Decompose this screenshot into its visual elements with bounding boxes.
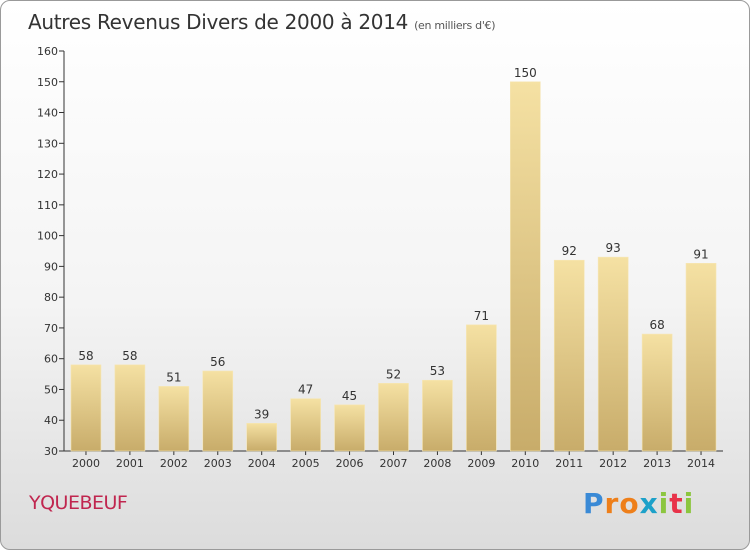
data-label: 51 — [166, 370, 181, 384]
x-tick-label: 2006 — [336, 457, 364, 470]
proxiti-logo: Proxiti — [583, 487, 694, 520]
bar — [246, 423, 277, 452]
x-tick-label: 2000 — [72, 457, 100, 470]
axes: 30 40 50 60 70 80 90 100 110 120 130 140 150 160 2000 2… — [37, 45, 723, 470]
x-tick-label: 2013 — [643, 457, 671, 470]
bar — [509, 81, 541, 452]
x-tick-label: 2011 — [555, 457, 583, 470]
y-tick-label: 70 — [44, 322, 58, 335]
data-label: 53 — [430, 364, 445, 378]
bar — [378, 383, 409, 452]
x-tick-label: 2010 — [511, 457, 539, 470]
y-tick-label: 160 — [37, 45, 58, 58]
y-tick-label: 30 — [44, 445, 58, 458]
bar — [334, 404, 365, 452]
y-tick-label: 100 — [37, 230, 58, 243]
x-tick-label: 2001 — [116, 457, 144, 470]
data-label: 91 — [693, 247, 708, 261]
x-tick-label: 2005 — [292, 457, 320, 470]
bar — [685, 263, 717, 452]
logo-letter: P — [583, 487, 605, 520]
bar — [158, 386, 190, 452]
logo-letter: r — [604, 487, 620, 520]
data-label: 58 — [78, 349, 93, 363]
x-tick-label: 2003 — [204, 457, 232, 470]
x-tick-label: 2009 — [467, 457, 495, 470]
bar — [70, 364, 102, 452]
y-tick-label: 90 — [44, 260, 58, 273]
data-label: 93 — [606, 241, 621, 255]
logo-letter: i — [658, 487, 670, 520]
bar — [641, 333, 673, 452]
logo-letter: i — [683, 487, 695, 520]
x-tick-label: 2012 — [599, 457, 627, 470]
chart-title: Autres Revenus Divers de 2000 à 2014 (en … — [28, 10, 496, 34]
y-tick-label: 130 — [37, 137, 58, 150]
y-tick-label: 80 — [44, 291, 58, 304]
chart-subtitle: (en milliers d'€) — [414, 19, 496, 32]
data-label: 47 — [298, 383, 313, 397]
bar — [114, 364, 146, 452]
x-tick-label: 2004 — [248, 457, 276, 470]
data-label: 58 — [122, 349, 137, 363]
data-label: 150 — [514, 66, 537, 80]
y-tick-label: 40 — [44, 414, 58, 427]
bars — [70, 81, 717, 452]
x-tick-label: 2014 — [687, 457, 715, 470]
bar — [290, 398, 321, 452]
logo-letter: o — [619, 487, 640, 520]
data-label: 71 — [474, 309, 489, 323]
y-tick-label: 110 — [37, 199, 58, 212]
data-labels: 58 58 51 56 39 47 45 52 53 71 150 92 93 68 91 — [78, 66, 708, 422]
y-tick-label: 150 — [37, 76, 58, 89]
bar — [202, 370, 234, 452]
y-tick-label: 140 — [37, 107, 58, 120]
data-label: 92 — [562, 244, 577, 258]
x-tick-label: 2002 — [160, 457, 188, 470]
town-name: YQUEBEUF — [29, 492, 128, 514]
chart-title-text: Autres Revenus Divers de 2000 à 2014 — [28, 10, 409, 34]
logo-letter: x — [639, 487, 659, 520]
logo-letter: t — [669, 487, 684, 520]
x-tick-label: 2007 — [380, 457, 408, 470]
x-tick-label: 2008 — [423, 457, 451, 470]
data-label: 52 — [386, 367, 401, 381]
y-tick-label: 50 — [44, 383, 58, 396]
y-tick-label: 60 — [44, 353, 58, 366]
data-label: 56 — [210, 355, 225, 369]
y-tick-label: 120 — [37, 168, 58, 181]
data-label: 39 — [254, 407, 269, 421]
bar — [553, 259, 585, 452]
bar — [422, 379, 453, 452]
data-label: 45 — [342, 389, 357, 403]
data-label: 68 — [649, 318, 664, 332]
bar — [466, 324, 497, 452]
bar — [597, 256, 629, 452]
